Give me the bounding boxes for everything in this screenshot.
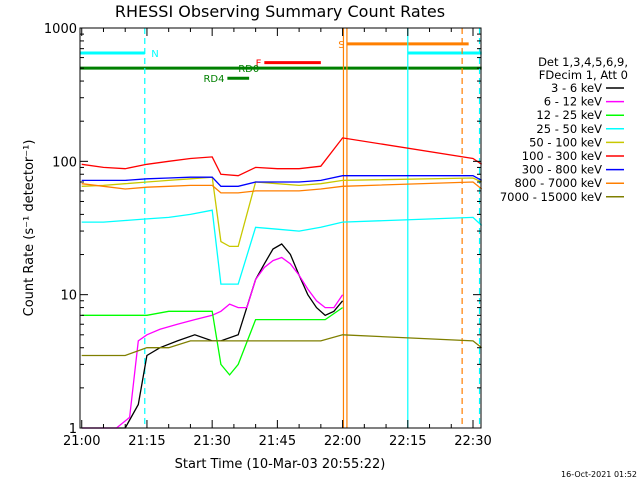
- series-line-6: [81, 175, 483, 187]
- flag-label-0: N: [151, 49, 158, 60]
- legend-label-7: 800 - 7000 keV: [514, 176, 602, 190]
- legend-label-0: 3 - 6 keV: [551, 81, 602, 95]
- x-tick-label-6: 22:30: [454, 434, 491, 449]
- series-line-8: [81, 334, 483, 357]
- legend-label-6: 300 - 800 keV: [522, 163, 602, 177]
- axis-ticks: 1 10 100 1000 21:00 21:15 21:30 21:45 22:00 22:15…: [44, 22, 492, 449]
- x-tick-label-5: 22:15: [389, 434, 426, 449]
- series-line-4: [81, 176, 482, 248]
- series-line-1: [81, 256, 344, 429]
- x-tick-label-0: 21:00: [63, 434, 100, 449]
- chart-title: RHESSI Observing Summary Count Rates: [115, 2, 445, 21]
- y-tick-label-2: 100: [52, 155, 77, 170]
- footer-timestamp: 16-Oct-2021 01:52: [561, 470, 637, 479]
- x-tick-label-3: 21:45: [259, 434, 296, 449]
- x-axis-label: Start Time (10-Mar-03 20:55:22): [175, 457, 386, 472]
- legend-header-0: Det 1,3,4,5,6,9,: [538, 55, 628, 69]
- flag-label-5: RD4: [203, 74, 224, 85]
- x-tick-label-2: 21:30: [193, 434, 230, 449]
- series-line-2: [81, 307, 343, 376]
- x-tick-label-1: 21:15: [128, 434, 165, 449]
- legend-header-1: FDecim 1, Att 0: [539, 68, 628, 82]
- y-tick-label-3: 1000: [44, 22, 77, 37]
- legend-label-4: 50 - 100 keV: [529, 135, 602, 149]
- event-lines: [144, 28, 481, 428]
- legend-label-5: 100 - 300 keV: [522, 149, 602, 163]
- flag-label-2: S: [338, 40, 344, 51]
- legend-label-2: 12 - 25 keV: [536, 108, 602, 122]
- series-lines: [81, 137, 483, 429]
- flag-label-4: RD0: [238, 64, 259, 75]
- legend-label-1: 6 - 12 keV: [544, 95, 602, 109]
- legend: Det 1,3,4,5,6,9,FDecim 1, Att 03 - 6 keV…: [500, 55, 628, 204]
- legend-label-8: 7000 - 15000 keV: [500, 190, 602, 204]
- series-line-0: [81, 243, 344, 429]
- series-line-3: [81, 209, 483, 285]
- series-line-7: [81, 181, 483, 194]
- y-tick-label-1: 10: [60, 289, 77, 304]
- y-axis-label: Count Rate (s⁻¹ detector⁻¹): [22, 140, 37, 317]
- series-line-5: [81, 137, 483, 177]
- flag-label-3: F: [256, 59, 262, 70]
- legend-label-3: 25 - 50 keV: [536, 122, 602, 136]
- y-tick-label-0: 1: [69, 422, 77, 437]
- x-tick-label-4: 22:00: [324, 434, 361, 449]
- plot-frame: [79, 27, 482, 429]
